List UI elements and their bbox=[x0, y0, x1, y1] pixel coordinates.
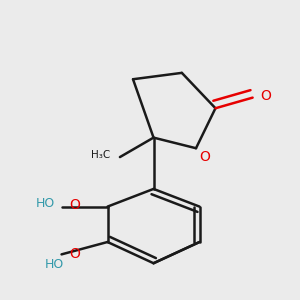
Text: O: O bbox=[200, 150, 210, 164]
Text: O: O bbox=[70, 198, 80, 212]
Text: O: O bbox=[261, 89, 272, 103]
Text: HO: HO bbox=[36, 197, 55, 210]
Text: HO: HO bbox=[45, 259, 64, 272]
Text: H₃C: H₃C bbox=[91, 150, 110, 160]
Text: O: O bbox=[70, 248, 80, 261]
